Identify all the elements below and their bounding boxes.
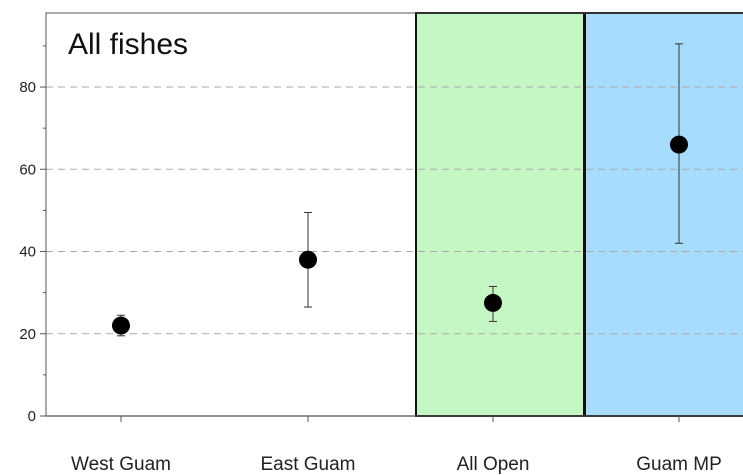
highlight-region-all-open bbox=[415, 12, 585, 417]
data-points bbox=[112, 135, 688, 335]
data-point bbox=[299, 250, 317, 269]
x-tick-label: All Open bbox=[457, 454, 530, 475]
y-axis: 0 20 40 60 80 bbox=[19, 45, 46, 425]
y-tick-label: 40 bbox=[19, 244, 36, 261]
data-point bbox=[670, 135, 688, 154]
y-tick-label: 0 bbox=[28, 408, 36, 425]
data-point bbox=[484, 293, 502, 312]
x-tick-label: West Guam bbox=[71, 454, 171, 475]
y-tick-label: 80 bbox=[19, 79, 36, 96]
y-tick-label: 60 bbox=[19, 161, 36, 178]
grid-lines bbox=[46, 86, 743, 335]
chart-title: All fishes bbox=[68, 28, 188, 61]
data-point bbox=[112, 316, 130, 335]
highlight-region-guam-mp bbox=[584, 12, 743, 417]
x-tick-label: East Guam bbox=[260, 454, 355, 475]
x-tick-label: Guam MP bbox=[636, 454, 722, 475]
x-axis: West Guam East Guam All Open Guam MP bbox=[46, 415, 743, 475]
y-tick-label: 20 bbox=[19, 326, 36, 343]
